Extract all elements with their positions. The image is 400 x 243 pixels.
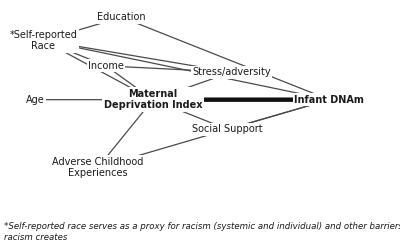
Text: Education: Education (97, 12, 146, 22)
Text: Adverse Childhood
Experiences: Adverse Childhood Experiences (52, 156, 144, 178)
Text: Infant DNAm: Infant DNAm (294, 95, 364, 105)
Text: Social Support: Social Support (192, 124, 263, 134)
Text: Income: Income (88, 61, 124, 71)
Text: *Self-reported
Race: *Self-reported Race (9, 30, 77, 51)
Text: Stress/adversity: Stress/adversity (192, 67, 271, 77)
Text: Age: Age (26, 95, 45, 105)
Text: Maternal
Deprivation Index: Maternal Deprivation Index (104, 89, 202, 111)
Text: *Self-reported race serves as a proxy for racism (systemic and individual) and o: *Self-reported race serves as a proxy fo… (4, 222, 400, 242)
